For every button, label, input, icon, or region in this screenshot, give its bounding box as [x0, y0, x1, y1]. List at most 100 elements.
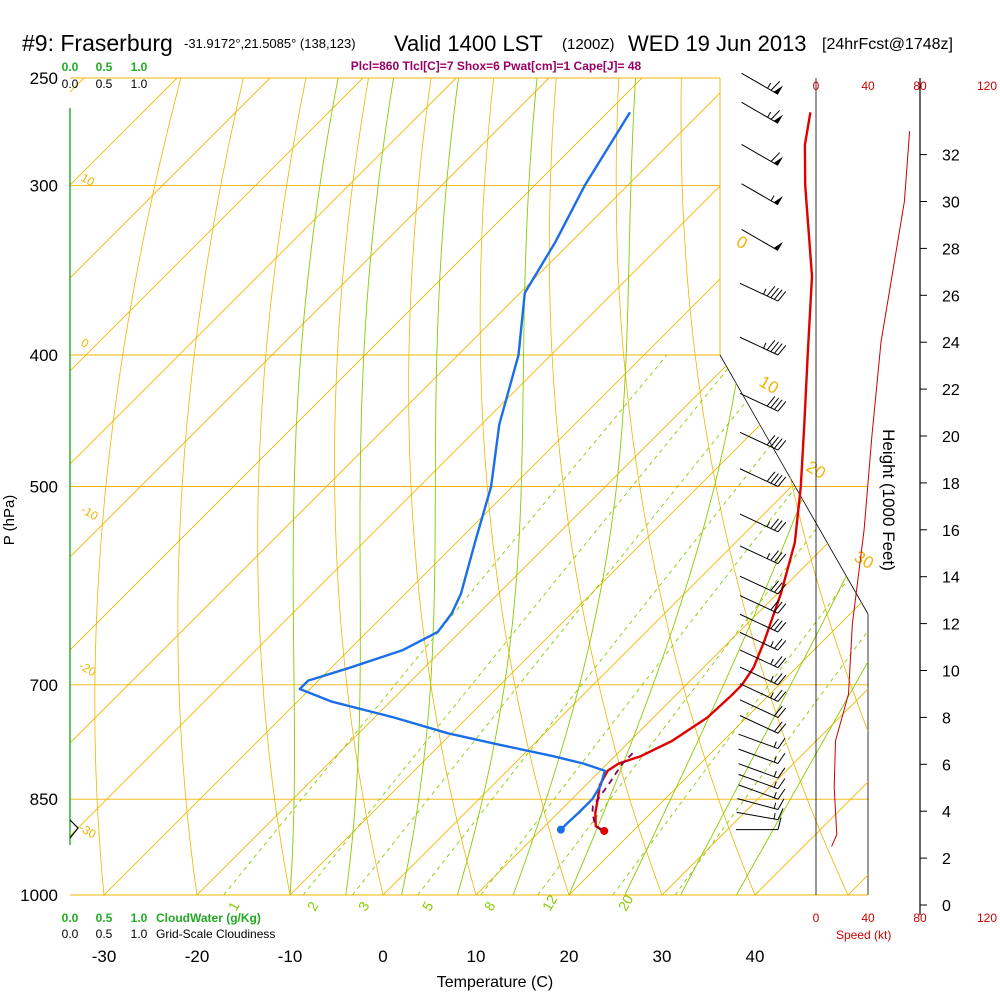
isotherm-label: 10: [756, 372, 782, 398]
speed-tick-label-top: 120: [977, 79, 997, 93]
wind-barb-feather: [773, 552, 783, 563]
wind-barb-shaft: [739, 392, 779, 412]
cloudwater-scale-tick: 0.0: [62, 911, 79, 925]
speed-tick-label-top: 80: [913, 79, 927, 93]
station-title: #9: Fraserburg: [22, 30, 173, 56]
wind-barb-flag: [773, 156, 783, 166]
height-tick-label: 0: [942, 898, 951, 915]
temperature-tick-label: -10: [278, 947, 303, 966]
height-axis-label: Height (1000 Feet): [879, 429, 898, 571]
wind-barb: [736, 817, 782, 831]
isotherm-label: 0: [79, 335, 92, 351]
wind-barb-shaft: [741, 183, 779, 206]
wind-barb-half-feather: [763, 342, 767, 349]
cloud-scales: 0.0 0.5 1.0 0.0 0.5 1.0 0.0 0.5 1.0 0.0 0.5 1.0: [62, 60, 148, 941]
wind-barb-shaft: [739, 631, 779, 651]
moist-adiabat-line: [456, 78, 541, 895]
wind-barb-feather: [770, 550, 779, 561]
wind-barb-feather: [777, 723, 787, 734]
wind-barb-shaft: [737, 798, 779, 811]
moist-adiabat-line: [345, 78, 399, 895]
wind-barb-feather: [770, 110, 781, 120]
wind-barb: [739, 431, 787, 451]
isotherm-line: [70, 78, 643, 895]
wind-barb-half-feather: [773, 802, 777, 809]
wind-barb: [741, 183, 783, 206]
isotherm-label: -30: [77, 820, 99, 841]
wind-barb-feather: [777, 738, 786, 749]
wind-barb-half-feather: [767, 82, 772, 89]
wind-barb-feather: [770, 518, 779, 529]
cloudiness-profile: [69, 819, 79, 839]
wind-barb-half-feather: [766, 552, 771, 559]
wind-barb-half-feather: [770, 641, 774, 647]
speed-tick-label-bottom: 80: [913, 911, 927, 925]
temperature-tick-label: 0: [378, 947, 387, 966]
mixing-ratio-line: [223, 354, 668, 895]
isotherm-label: 0: [733, 232, 751, 253]
mixing-ratio-label: 12: [539, 892, 561, 914]
dry-adiabat-line: [94, 78, 188, 895]
wind-barb-shaft: [736, 811, 779, 821]
moist-adiabat-line: [624, 78, 868, 895]
isotherm-line: [70, 78, 550, 895]
height-tick-label: 24: [942, 335, 960, 352]
mixing-ratio-label: 3: [355, 899, 373, 914]
temperature-tick-labels: -30 -20 -10 0 10 20 30 40: [92, 947, 765, 966]
utc-time: (1200Z): [562, 36, 615, 53]
dry-adiabat-line: [680, 78, 862, 895]
temperature-axis-label: Temperature (C): [437, 974, 553, 991]
wind-barb: [739, 282, 787, 302]
wind-barb-feather: [773, 638, 783, 649]
isotherm-label: 10: [79, 170, 98, 189]
speed-tick-label-bottom: 40: [861, 911, 875, 925]
speed-tick-label-top: 40: [861, 79, 875, 93]
wind-barb-feather: [773, 582, 783, 593]
wind-barb: [739, 683, 787, 702]
valid-date: WED 19 Jun 2013: [628, 31, 807, 56]
cloudiness-scale-tick: 0.5: [96, 927, 113, 941]
wind-barb-feather: [777, 707, 787, 718]
wind-barb-flag: [773, 85, 783, 95]
temperature-tick-label: 40: [746, 947, 765, 966]
wind-barb-shaft: [739, 715, 779, 734]
dry-adiabat-line: [479, 78, 579, 895]
wind-barb-feather: [773, 474, 783, 486]
cloudiness-scale-tick: 1.0: [131, 927, 148, 941]
moist-adiabat-line: [680, 78, 868, 895]
wind-barb-feather: [770, 287, 779, 298]
wind-barb: [741, 72, 783, 95]
cloudiness-scale-tick: 1.0: [131, 77, 148, 91]
dry-adiabat-line: [991, 54, 1000, 924]
cloudwater-scale-tick: 1.0: [131, 911, 148, 925]
wind-barb: [738, 784, 786, 800]
wind-barb-half-feather: [767, 111, 772, 118]
wind-barb-feather: [773, 601, 783, 612]
height-tick-label: 26: [942, 288, 960, 305]
wind-barb-feather: [777, 603, 787, 614]
height-tick-label: 22: [942, 382, 960, 399]
dry-adiabat-line: [615, 78, 768, 895]
cloudiness-label: Grid-Scale Cloudiness: [156, 927, 275, 941]
speed-tick-label-bottom: 0: [813, 911, 820, 925]
wind-barb-shaft: [738, 784, 779, 800]
isotherm-line: [196, 78, 868, 895]
isotherm-line: [70, 78, 364, 895]
wind-barb: [739, 336, 787, 356]
wind-barb: [738, 773, 786, 790]
wind-barb-feather: [773, 673, 783, 684]
wind-barb-feather: [777, 476, 787, 487]
wind-barb-feather: [777, 778, 786, 790]
isotherm-line: [70, 78, 829, 895]
dry-adiabat-line: [408, 78, 485, 895]
wind-barb-shaft: [738, 763, 779, 779]
wind-barb: [736, 808, 784, 821]
height-tick-label: 2: [942, 851, 951, 868]
wind-barb: [737, 798, 785, 811]
wind-barb-feather: [777, 521, 787, 533]
wind-barb: [739, 631, 787, 651]
wind-barb-feather: [766, 286, 776, 297]
mixing-ratio-label: 20: [615, 892, 637, 914]
